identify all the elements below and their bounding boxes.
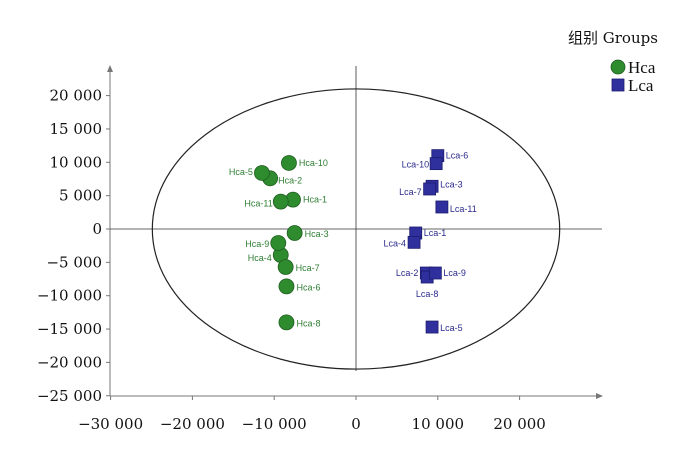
- point-label: Lca-9: [443, 268, 466, 278]
- confidence-ellipse: [151, 88, 561, 370]
- point-label: Hca-4: [248, 253, 272, 263]
- y-tick-label: 5 000: [59, 187, 102, 205]
- point-label: Lca-11: [450, 204, 477, 214]
- point-label: Hca-7: [296, 263, 320, 273]
- y-tick-label: 20 000: [50, 87, 103, 105]
- point-label: Lca-5: [440, 323, 463, 333]
- point-hca-10: [281, 155, 297, 171]
- point-label: Hca-3: [305, 229, 329, 239]
- point-hca-3: [286, 225, 303, 241]
- y-tick-label: 10 000: [50, 153, 103, 171]
- point-label: Lca-2: [396, 268, 419, 278]
- x-tick-label: 20 000: [493, 415, 546, 433]
- point-label: Lca-4: [384, 238, 407, 248]
- point-hca-9: [270, 235, 287, 251]
- legend-label-lca: Lca: [628, 76, 654, 95]
- point-label: Hca-10: [299, 158, 328, 168]
- legend-title: 组别 Groups: [568, 29, 658, 47]
- point-label: Lca-6: [446, 151, 469, 161]
- point-lca-4: [407, 235, 421, 249]
- axes: [106, 65, 603, 400]
- point-hca-11: [272, 193, 289, 210]
- y-tick-label: −5 000: [46, 253, 102, 271]
- point-label: Hca-8: [296, 318, 320, 328]
- legend-marker-hca: [610, 59, 626, 75]
- y-tick-label: −15 000: [37, 320, 102, 338]
- point-label: Lca-10: [402, 160, 430, 170]
- y-tick-label: −20 000: [37, 353, 102, 371]
- y-tick-label: 15 000: [50, 120, 103, 138]
- x-tick-label: 10 000: [412, 415, 465, 433]
- point-label: Lca-3: [440, 179, 463, 189]
- point-lca-11: [435, 200, 449, 214]
- point-label: Hca-1: [303, 195, 327, 205]
- legend-marker-lca: [611, 78, 625, 92]
- point-lca-5: [425, 320, 439, 334]
- point-hca-8: [278, 314, 295, 331]
- point-label: Hca-5: [229, 167, 253, 177]
- point-label: Lca-1: [424, 228, 447, 238]
- point-label: Hca-2: [278, 175, 302, 185]
- x-tick-label: −30 000: [78, 415, 143, 433]
- y-tick-label: 0: [92, 220, 102, 238]
- point-label: Lca-7: [399, 187, 422, 197]
- reference-lines: [110, 66, 602, 371]
- point-hca-5: [254, 165, 270, 181]
- x-tick-label: −10 000: [242, 415, 307, 433]
- point-lca-7: [423, 182, 437, 196]
- point-lca-10: [429, 157, 443, 171]
- y-tick-label: −10 000: [37, 287, 102, 305]
- point-lca-9: [428, 266, 442, 280]
- x-tick-label: 0: [351, 415, 361, 433]
- point-label: Hca-11: [244, 199, 272, 209]
- point-label: Hca-6: [296, 282, 320, 292]
- tick-labels: 20 000 15 000 10 000 5 000 0 −5 000 −10 000 −15…: [37, 87, 546, 433]
- point-hca-7: [277, 259, 294, 275]
- y-tick-label: −25 000: [37, 387, 102, 405]
- point-hca-6: [278, 278, 295, 295]
- legend-label-hca: Hca: [628, 58, 656, 77]
- point-label: Hca-9: [245, 239, 269, 249]
- x-tick-label: −20 000: [160, 415, 225, 433]
- point-label: Lca-8: [416, 289, 439, 299]
